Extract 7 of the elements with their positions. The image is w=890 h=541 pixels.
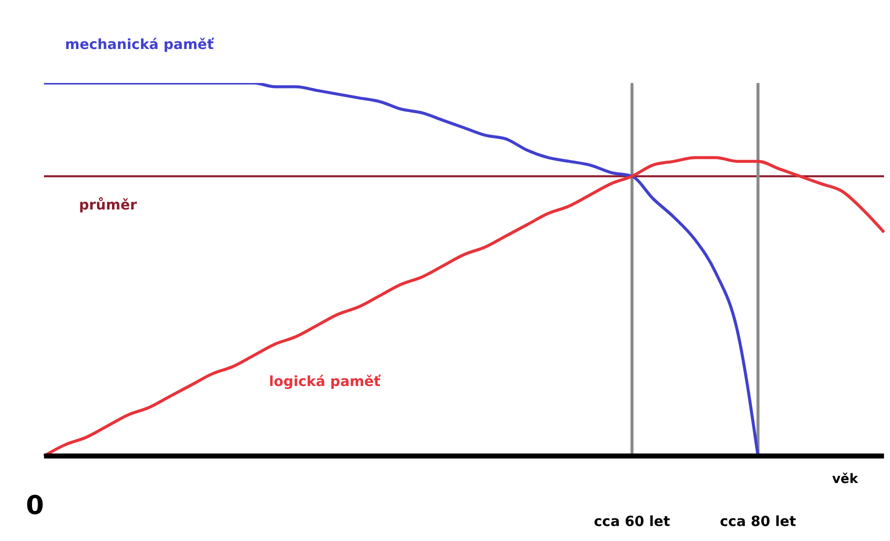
x-tick-label: cca 60 let [594, 514, 670, 530]
x-axis-title: věk [832, 472, 858, 488]
x-tick-label: 0 [26, 491, 44, 521]
text: mechanická paměť [65, 37, 216, 53]
x-tick-label: cca 80 let [720, 514, 796, 530]
ref-line-label: průměr [79, 196, 137, 214]
series-label: logická paměť [269, 374, 382, 390]
